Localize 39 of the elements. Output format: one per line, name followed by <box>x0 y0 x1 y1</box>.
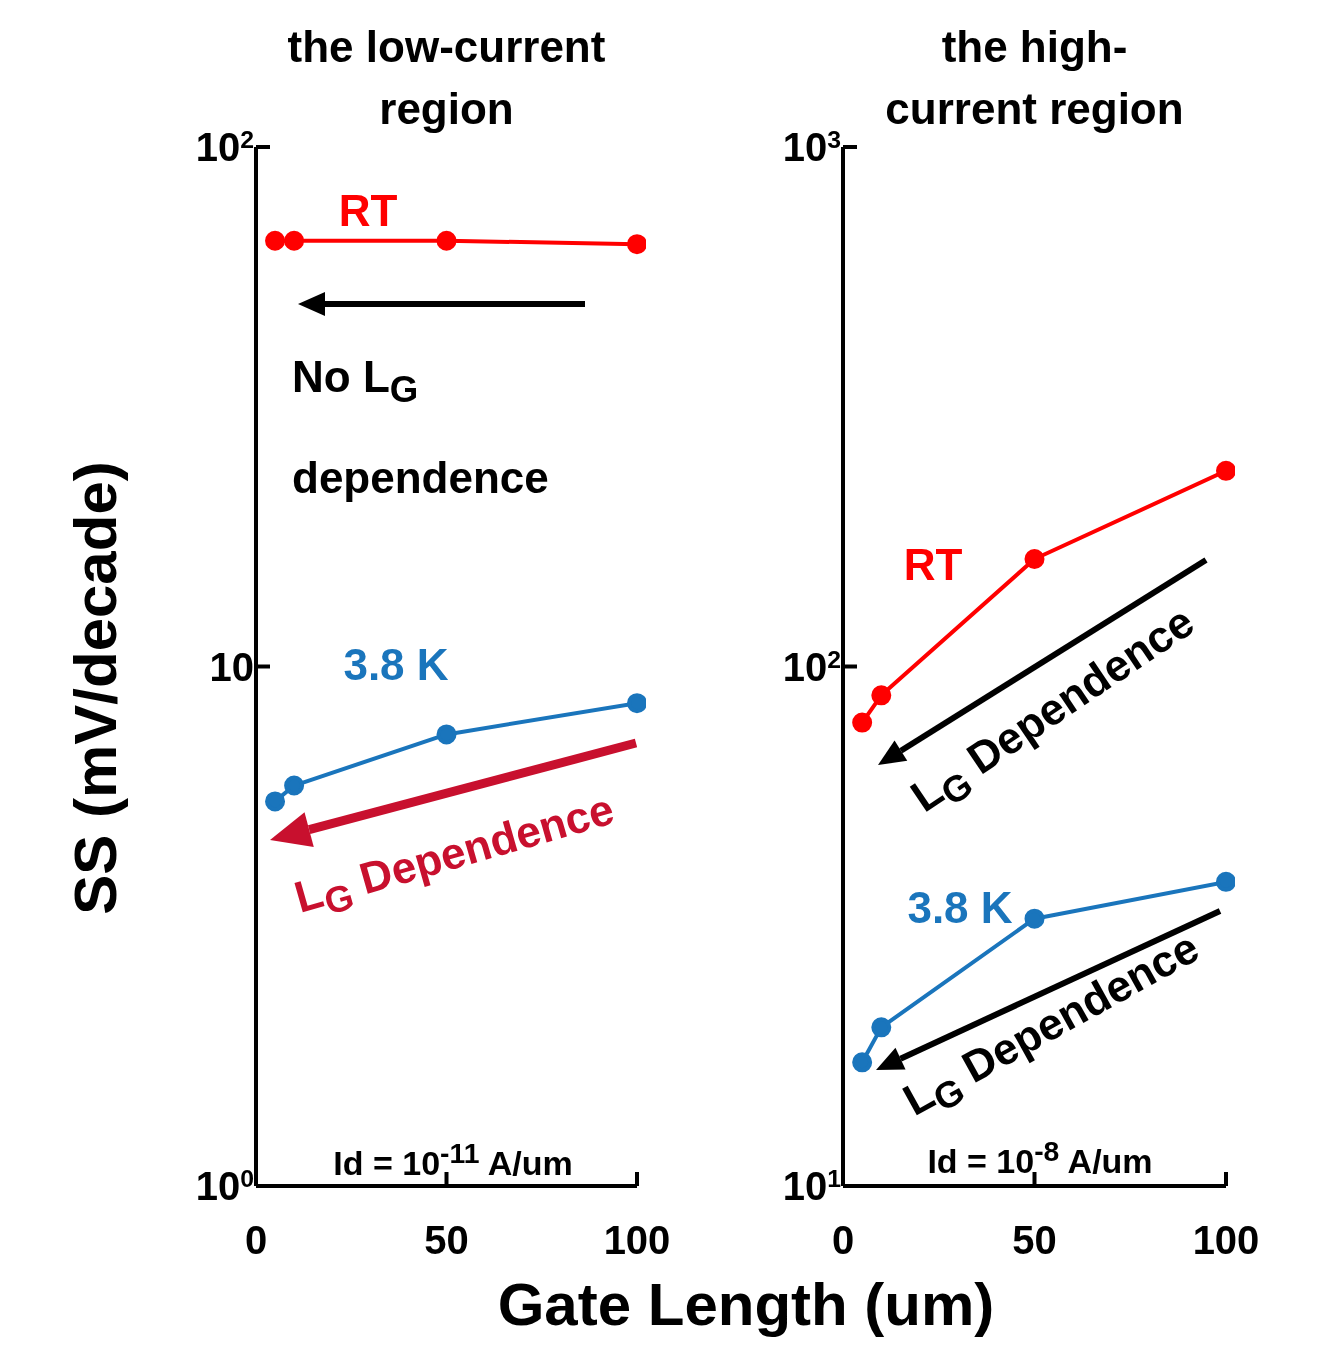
point <box>627 234 646 255</box>
x-tick-label: 100 <box>1192 1218 1260 1262</box>
y-tick-label: 10 <box>209 644 254 689</box>
y-tick-label: 10$^{2}$ <box>782 644 841 689</box>
x-tick-label: 0 <box>244 1218 268 1262</box>
point <box>284 230 305 251</box>
y-tick-label: 10$^{0}$ <box>195 1164 254 1208</box>
series-label: RT <box>337 185 399 237</box>
series-label: 3.8 K <box>342 639 450 691</box>
point <box>265 791 286 812</box>
point <box>852 712 873 733</box>
series-label: RT <box>902 539 964 591</box>
x-tick-label: 50 <box>1012 1218 1057 1262</box>
point <box>284 775 305 796</box>
series-label: 3.8 K <box>906 882 1014 934</box>
point <box>265 230 286 251</box>
point <box>627 693 646 714</box>
point <box>871 685 892 706</box>
point <box>1024 908 1045 929</box>
x-axis-title: Gate Length (um) <box>496 1270 996 1340</box>
point <box>1024 549 1045 570</box>
x-tick-label: 50 <box>424 1218 469 1262</box>
y-tick-label: 10$^{2}$ <box>195 125 254 169</box>
annotation: Id = 10$^{-11}$ A/um <box>332 1136 574 1185</box>
point <box>436 724 457 745</box>
annotation: No L$_{G}$ dependence <box>292 351 550 504</box>
chart-title: the high-current region <box>884 21 1185 135</box>
point <box>1216 460 1235 481</box>
chart-title: the low-current region <box>286 21 607 135</box>
y-tick-label: 10$^{1}$ <box>782 1164 842 1208</box>
x-tick-label: 0 <box>831 1218 855 1262</box>
point <box>871 1017 892 1038</box>
y-axis-title: SS (mV/decade) <box>61 460 130 917</box>
y-tick-label: 10$^{3}$ <box>782 125 841 169</box>
x-tick-label: 100 <box>603 1218 671 1262</box>
point <box>1216 871 1235 892</box>
annotation: Id = 10$^{-8}$ A/um <box>927 1135 1153 1181</box>
point <box>852 1052 873 1073</box>
point <box>436 230 457 251</box>
